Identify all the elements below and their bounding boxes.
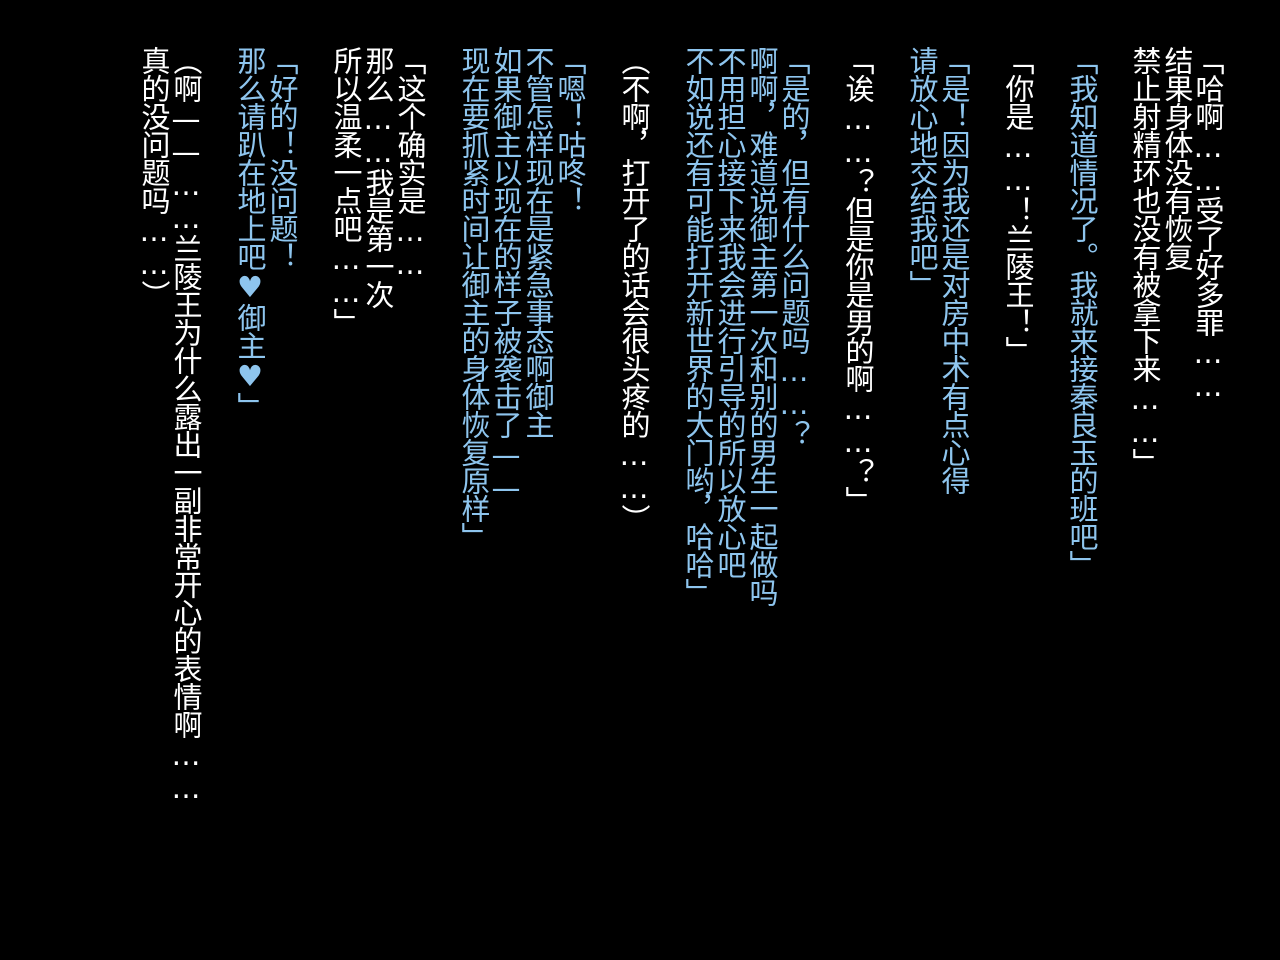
text-line: 不管怎样现在是紧急事态啊御主 <box>521 46 555 438</box>
text-line: 「你是……！兰陵王！」 <box>1001 46 1035 364</box>
text-line: 结果身体没有恢复 <box>1160 46 1194 270</box>
text-line: 那么……我是第一次 <box>361 46 395 308</box>
text-line: 所以温柔一点吧……」 <box>329 46 363 336</box>
text-line: 「嗯！咕咚！ <box>553 46 587 214</box>
text-line: （啊——……兰陵王为什么露出一副非常开心的表情啊…… <box>169 46 203 804</box>
text-line: 「好的！没问题！ <box>265 46 299 270</box>
text-line: 「这个确实是…… <box>393 46 427 280</box>
text-line: 请放心地交给我吧」 <box>905 46 939 298</box>
text-line: 如果御主以现在的样子被袭击了—— <box>489 46 523 504</box>
text-line: （不啊，打开了的话会很头疼的……） <box>617 46 651 532</box>
text-line: 「是的，但有什么问题吗……？ <box>777 46 811 448</box>
text-line: 现在要抓紧时间让御主的身体恢复原样」 <box>457 46 491 550</box>
text-line: 真的没问题吗……） <box>137 46 171 308</box>
text-line: 啊啊，难道说御主第一次和别的男生一起做吗 <box>745 46 779 606</box>
text-line: 「我知道情况了。我就来接秦良玉的班吧」 <box>1065 46 1099 578</box>
text-line: 禁止射精环也没有被拿下来……」 <box>1128 46 1162 476</box>
text-line: 不如说还有可能打开新世界的大门哟，哈哈」 <box>681 46 715 606</box>
text-line: 那么请趴在地上吧♥御主♥」 <box>233 46 267 420</box>
text-line: 「哈啊……受了好多罪…… <box>1191 46 1225 402</box>
text-line: 「是！因为我还是对房中术有点心得 <box>937 46 971 494</box>
text-line: 不用担心接下来我会进行引导的所以放心吧 <box>713 46 747 578</box>
text-line: 「诶……？但是你是男的啊……？」 <box>841 46 875 514</box>
